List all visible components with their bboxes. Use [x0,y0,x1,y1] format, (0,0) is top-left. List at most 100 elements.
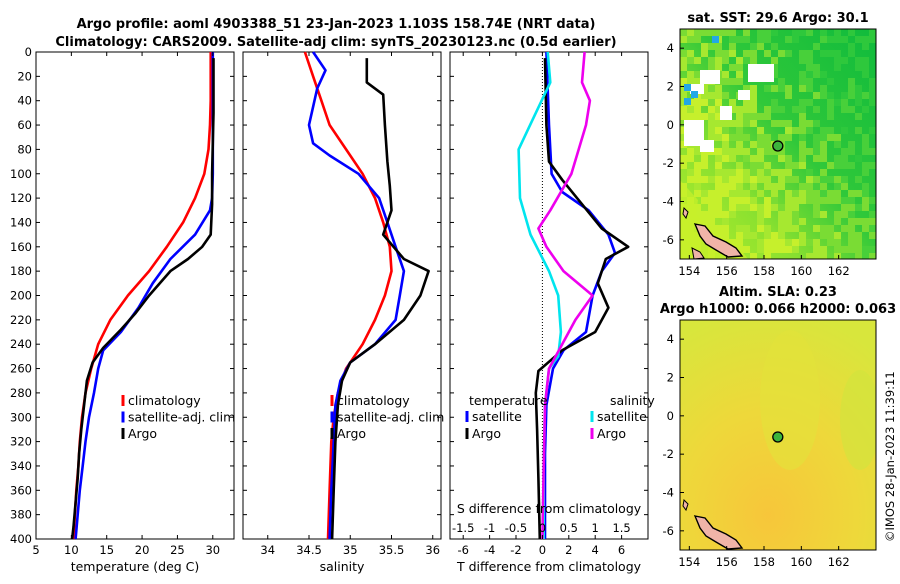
sst-cell [841,127,848,134]
sst-cell [785,197,792,204]
s-diff-tick-label: 0.5 [560,521,578,535]
sst-cell [799,148,806,155]
sst-cell [757,155,764,162]
map-lon-label: 158 [753,555,775,569]
sst-cell [813,246,820,253]
sst-cell [813,64,820,71]
sst-cell [778,232,785,239]
x-tick-label: 34 [260,543,275,557]
sst-cell [687,50,694,57]
x-tick-label: 35 [343,543,358,557]
salinity-xlabel: salinity [320,559,365,574]
sst-cell [855,232,862,239]
temperature-xlabel: temperature (deg C) [71,559,200,574]
sst-cell [792,211,799,218]
sst-cell [757,148,764,155]
sst-cell [855,127,862,134]
sst-cell [722,190,729,197]
sst-cell [855,246,862,253]
sst-cell [764,141,771,148]
sst-cell [841,106,848,113]
sst-cell [708,99,715,106]
sst-cell [680,99,687,106]
sst-cell [806,148,813,155]
sst-cell [736,127,743,134]
sst-cell [708,92,715,99]
sst-cell [764,211,771,218]
sst-cell [827,239,834,246]
legend-item-0-label: climatology [337,393,410,408]
sst-cell [806,190,813,197]
sst-cell [820,36,827,43]
sst-cell [750,169,757,176]
sst-cell [869,92,876,99]
sst-cell [722,29,729,36]
sst-cell [785,50,792,57]
sst-cell [848,78,855,85]
sst-cell [785,127,792,134]
sst-cell [750,92,757,99]
sst-cell [750,197,757,204]
map-lon-label: 156 [716,555,738,569]
depth-tick-label: 360 [10,483,32,497]
temperature-profile-satellite-adj-clim-line [74,52,215,540]
sst-cell [708,134,715,141]
sst-cell [862,225,869,232]
sst-cell [750,57,757,64]
sst-cell [806,183,813,190]
sst-cell [869,246,876,253]
sst-cell [701,85,708,92]
sst-cell [862,218,869,225]
sst-island-small [682,206,689,220]
sst-argo-marker [772,140,784,152]
sst-missing-data [748,64,774,82]
sst-cell [841,246,848,253]
sst-cell [743,106,750,113]
sst-cell [820,148,827,155]
sst-cell [680,127,687,134]
sst-cell [722,127,729,134]
sst-cell [701,190,708,197]
x-tick-label: 35.5 [379,543,405,557]
sst-cell [806,169,813,176]
sst-cell [715,120,722,127]
sst-cell [729,169,736,176]
sst-cell [750,106,757,113]
sst-cell [715,176,722,183]
sst-cell [708,176,715,183]
sst-cell [764,148,771,155]
sst-cell [701,43,708,50]
sst-cell [743,36,750,43]
sst-cell [750,50,757,57]
legend-t-satellite-label: satellite [472,409,522,424]
sst-cell [799,106,806,113]
sst-warm-patch [680,180,748,259]
sst-cell [736,106,743,113]
sst-cell [813,183,820,190]
difference-panel: -6 -4 -2 0 2 4 6 -1.5 -1 -0.5 0 0.5 1 1.5 temperature… [449,51,655,574]
sst-cell [736,183,743,190]
sst-cell [722,141,729,148]
sst-cell [680,78,687,85]
depth-tick-label: 180 [10,264,32,278]
sst-cell [799,232,806,239]
s-diff-tick-label: -1.5 [452,521,474,535]
sst-cell [869,218,876,225]
sst-cell [799,57,806,64]
sst-cell [715,106,722,113]
sst-cell [708,127,715,134]
x-tick-label: 10 [64,543,79,557]
sst-cell [757,176,764,183]
sst-cell [715,232,722,239]
sst-cell [778,176,785,183]
sst-cell [792,225,799,232]
x-tick-label: 20 [135,543,150,557]
sst-cell [694,211,701,218]
map-lon-label: 160 [790,555,812,569]
salinity-profile-satellite-adj-clim-line [307,51,406,540]
depth-tick-label: 300 [10,410,32,424]
sst-cell [841,211,848,218]
sst-cell [778,211,785,218]
sst-cell [841,57,848,64]
